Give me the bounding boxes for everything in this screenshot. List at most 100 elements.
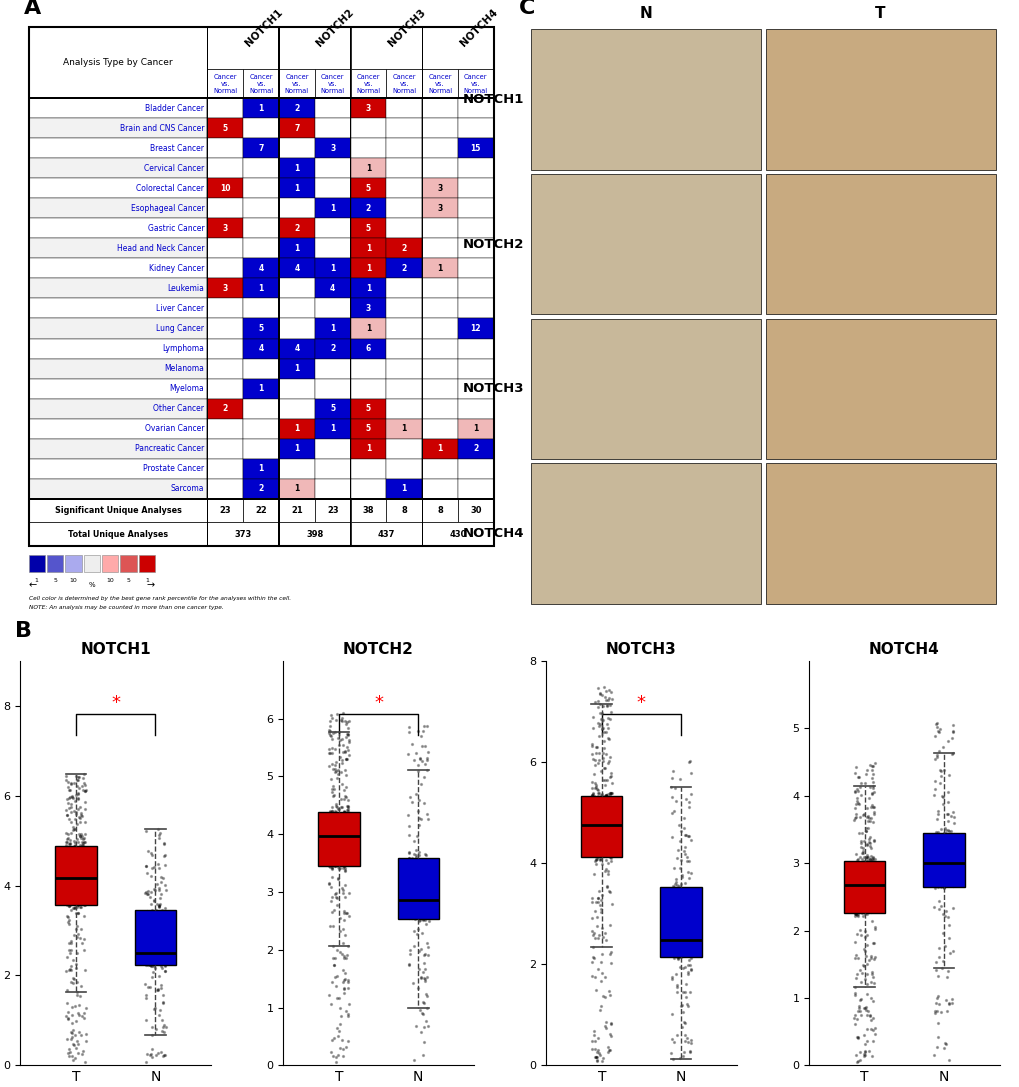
- Point: [73, 935, 90, 952]
- Point: [934, 875, 951, 892]
- Point: [860, 1042, 876, 1060]
- Point: [680, 902, 696, 920]
- Point: [58, 1008, 74, 1025]
- Point: [403, 904, 419, 922]
- Point: [72, 836, 89, 853]
- Point: [849, 925, 865, 942]
- Point: [862, 1047, 878, 1064]
- Point: [335, 803, 352, 821]
- Point: [61, 912, 77, 929]
- Point: [332, 820, 348, 837]
- Point: [925, 1047, 942, 1064]
- Point: [153, 1044, 169, 1061]
- Point: [853, 874, 869, 891]
- Point: [676, 1033, 692, 1050]
- Point: [665, 948, 682, 965]
- Point: [941, 871, 957, 888]
- Point: [856, 923, 872, 940]
- Point: [334, 859, 351, 876]
- Point: [340, 937, 357, 954]
- Text: Brain and CNS Cancer: Brain and CNS Cancer: [120, 124, 204, 133]
- Text: Total Unique Analyses: Total Unique Analyses: [68, 529, 168, 539]
- Point: [594, 752, 610, 770]
- Point: [862, 847, 878, 864]
- Point: [584, 802, 600, 820]
- Point: [340, 816, 357, 834]
- Point: [666, 779, 683, 797]
- Point: [862, 1021, 878, 1038]
- Point: [669, 816, 686, 834]
- Point: [329, 810, 345, 827]
- Point: [152, 946, 168, 963]
- Point: [590, 745, 606, 762]
- Point: [328, 852, 344, 870]
- Point: [596, 776, 612, 794]
- Point: [597, 808, 613, 825]
- Point: [65, 951, 82, 969]
- Point: [415, 994, 431, 1011]
- Point: [926, 847, 943, 864]
- Point: [68, 858, 85, 875]
- Point: [663, 890, 680, 908]
- Point: [339, 832, 356, 849]
- Point: [929, 835, 946, 852]
- Point: [585, 765, 601, 783]
- Point: [846, 764, 862, 782]
- Point: [332, 844, 348, 861]
- Point: [340, 908, 357, 925]
- Point: [588, 1051, 604, 1069]
- Point: [152, 911, 168, 928]
- Point: [593, 825, 609, 842]
- Point: [324, 833, 340, 850]
- Point: [328, 967, 344, 985]
- Point: [145, 951, 161, 969]
- Point: [59, 773, 75, 790]
- Point: [62, 864, 78, 882]
- Point: [930, 761, 947, 778]
- Point: [62, 774, 78, 791]
- Point: [681, 957, 697, 974]
- Point: [601, 811, 618, 828]
- Point: [401, 884, 418, 901]
- Point: [592, 814, 608, 832]
- Point: [419, 762, 435, 779]
- Point: [862, 853, 878, 871]
- Point: [595, 815, 611, 833]
- Point: [677, 874, 693, 891]
- Point: [335, 912, 352, 929]
- Point: [590, 827, 606, 845]
- Text: NOTCH2: NOTCH2: [315, 7, 356, 48]
- Point: [589, 1041, 605, 1059]
- Point: [336, 849, 353, 866]
- Point: [334, 935, 351, 952]
- Point: [321, 830, 337, 848]
- PathPatch shape: [922, 833, 964, 887]
- Point: [933, 960, 950, 977]
- Point: [931, 897, 948, 914]
- Point: [75, 896, 92, 913]
- Point: [864, 850, 880, 867]
- Point: [847, 970, 863, 987]
- Point: [419, 752, 435, 770]
- Point: [677, 939, 693, 957]
- Point: [59, 890, 75, 908]
- Point: [850, 1002, 866, 1020]
- Point: [850, 883, 866, 900]
- Text: 2: 2: [294, 103, 300, 113]
- Point: [339, 838, 356, 855]
- Point: [330, 808, 346, 825]
- Point: [340, 791, 357, 809]
- Point: [593, 810, 609, 827]
- Point: [585, 709, 601, 726]
- Point: [137, 938, 153, 955]
- Point: [58, 805, 74, 823]
- Point: [76, 892, 93, 910]
- Point: [603, 823, 620, 840]
- Point: [147, 946, 163, 963]
- Point: [854, 887, 870, 904]
- Point: [322, 845, 338, 862]
- Point: [408, 898, 424, 915]
- Point: [339, 738, 356, 755]
- Point: [337, 778, 354, 796]
- Point: [141, 946, 157, 963]
